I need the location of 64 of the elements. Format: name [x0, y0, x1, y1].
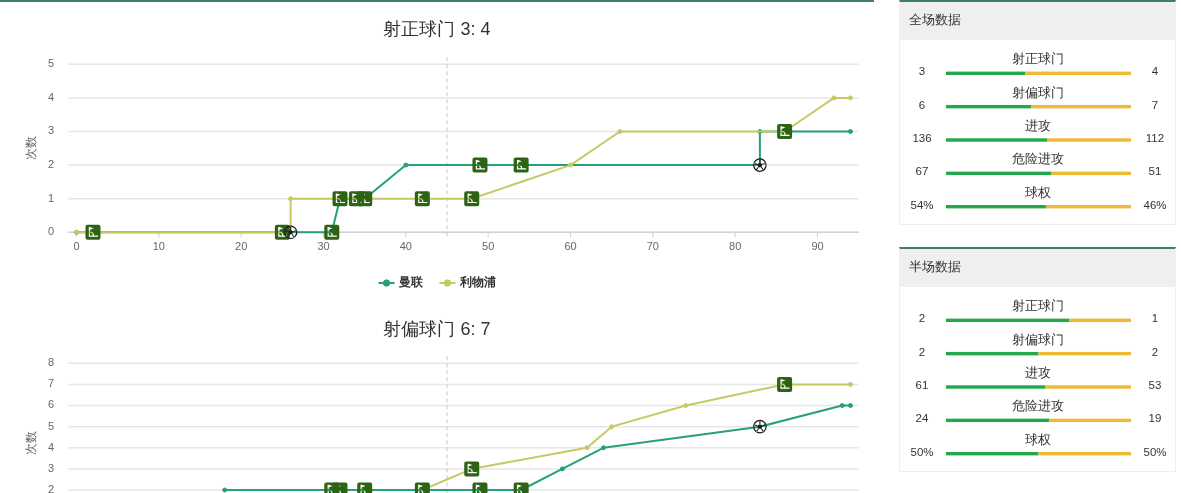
point: [283, 225, 298, 240]
chart-title: 射正球门 3: 4: [383, 18, 491, 39]
data-label: 50%: [1143, 445, 1167, 458]
y-tick-label: 0: [47, 225, 54, 238]
point: [753, 419, 767, 434]
data-label: 4: [1151, 65, 1159, 78]
chart-title: 全场数据: [909, 13, 961, 28]
y-tick-label: 3: [47, 461, 54, 474]
y-tick-label: 危险进攻: [1012, 152, 1064, 167]
data-label: 61: [915, 379, 929, 392]
x-tick-label: 40: [399, 240, 412, 253]
chart-title: 射偏球门 6: 7: [383, 318, 491, 339]
x-tick-label: 20: [235, 240, 248, 253]
y-tick-label: 2: [47, 482, 54, 493]
data-label: 54%: [910, 198, 934, 211]
data-label: 6: [918, 98, 926, 111]
y-tick-label: 进攻: [1025, 119, 1051, 133]
y-tick-label: 6: [47, 398, 54, 411]
data-label: 51: [1148, 165, 1162, 178]
y-tick-label: 进攻: [1025, 366, 1051, 380]
data-label: 2: [918, 345, 926, 358]
y-tick-label: 射偏球门: [1012, 331, 1064, 347]
legend-label: 利物浦: [458, 275, 496, 290]
data-label: 112: [1145, 132, 1165, 145]
x-tick-label: 80: [729, 240, 742, 253]
x-tick-label: 60: [564, 240, 577, 253]
y-tick-label: 球权: [1025, 185, 1051, 200]
y-tick-label: 射正球门: [1012, 51, 1064, 67]
y-tick-label: 射正球门: [1012, 298, 1064, 314]
data-label: 2: [1151, 345, 1159, 358]
x-tick-label: 70: [646, 240, 659, 253]
legend-label: 曼联: [397, 275, 424, 290]
y-tick-label: 8: [47, 356, 54, 369]
data-label: 136: [912, 132, 932, 145]
y-tick-label: 5: [47, 419, 54, 432]
data-label: 67: [915, 165, 929, 178]
y-tick-label: 射偏球门: [1012, 84, 1064, 100]
y-axis-title: 次数: [24, 431, 39, 455]
y-tick-label: 3: [47, 124, 54, 137]
data-label: 7: [1151, 98, 1159, 111]
data-label: 2: [918, 312, 926, 325]
x-tick-label: 30: [317, 240, 330, 253]
y-tick-label: 危险进攻: [1012, 399, 1064, 414]
y-tick-label: 1: [47, 191, 54, 204]
y-tick-label: 4: [47, 90, 54, 103]
x-tick-label: 10: [152, 240, 165, 253]
x-tick-label: 0: [73, 240, 80, 253]
data-label: 53: [1148, 379, 1162, 392]
y-tick-label: 5: [47, 57, 54, 70]
data-label: 3: [918, 65, 926, 78]
chart-title: 半场数据: [909, 260, 961, 275]
x-tick-label: 90: [811, 240, 824, 253]
y-tick-label: 2: [47, 158, 54, 171]
data-label: 46%: [1143, 198, 1167, 211]
point: [753, 158, 767, 172]
x-tick-label: 50: [482, 240, 495, 253]
data-label: 1: [1151, 312, 1159, 325]
y-axis-title: 次数: [24, 136, 39, 160]
y-tick-label: 4: [47, 440, 54, 453]
y-tick-label: 7: [47, 377, 54, 390]
data-label: 19: [1148, 412, 1162, 425]
data-label: 50%: [910, 445, 934, 458]
data-label: 24: [915, 412, 929, 425]
y-tick-label: 球权: [1025, 432, 1051, 447]
